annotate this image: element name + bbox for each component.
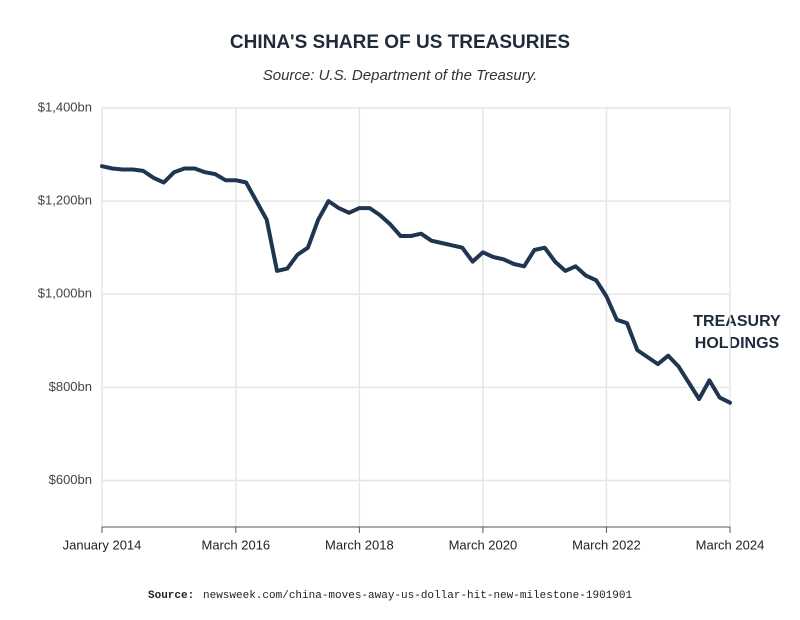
x-tick-label: January 2014 [63, 537, 142, 552]
y-tick-label: $1,000bn [38, 286, 92, 301]
footer-url: newsweek.com/china-moves-away-us-dollar-… [203, 590, 632, 602]
x-tick-label: March 2020 [449, 537, 518, 552]
line [100, 164, 732, 405]
annotation: TREASURY [693, 313, 781, 330]
x-tick-label: March 2016 [202, 537, 271, 552]
y-tick-label: $600bn [49, 472, 92, 487]
annotation: HOLDINGS [695, 335, 780, 352]
chart-subtitle: Source: U.S. Department of the Treasury. [263, 67, 538, 84]
x-tick-label: March 2018 [325, 537, 394, 552]
chart-title: CHINA'S SHARE OF US TREASURIES [230, 32, 570, 53]
footer-label: Source: [148, 590, 194, 602]
x-tick-label: March 2022 [572, 537, 641, 552]
y-tick-label: $1,400bn [38, 99, 92, 114]
y-tick-label: $800bn [49, 379, 92, 394]
y-tick-label: $1,200bn [38, 193, 92, 208]
x-tick-label: March 2024 [696, 537, 765, 552]
